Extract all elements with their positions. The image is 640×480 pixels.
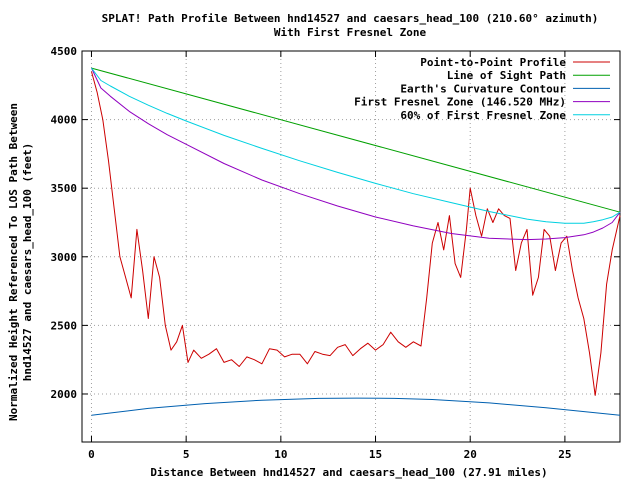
y-tick-label: 4500 bbox=[51, 45, 78, 58]
y-tick-label: 2000 bbox=[51, 388, 78, 401]
legend-label: First Fresnel Zone (146.520 MHz) bbox=[354, 96, 566, 109]
y-tick-label: 4000 bbox=[51, 114, 78, 127]
chart-title-line1: SPLAT! Path Profile Between hnd14527 and… bbox=[102, 12, 599, 25]
y-axis-label-line2: hnd14527 and caesars_head_100 (feet) bbox=[21, 143, 34, 381]
y-axis-label-line1: Normalized Height Referenced To LOS Path… bbox=[7, 103, 20, 421]
y-tick-label: 2500 bbox=[51, 319, 78, 332]
x-tick-label: 20 bbox=[464, 448, 477, 461]
series-line-earth-s-curvature-contour bbox=[91, 397, 621, 416]
x-tick-label: 10 bbox=[274, 448, 287, 461]
legend-label: Point-to-Point Profile bbox=[420, 56, 566, 69]
legend-label: 60% of First Fresnel Zone bbox=[400, 109, 566, 122]
series-line-line-of-sight-path bbox=[91, 67, 621, 213]
x-tick-label: 5 bbox=[183, 448, 190, 461]
x-tick-label: 25 bbox=[558, 448, 571, 461]
x-axis-label: Distance Between hnd14527 and caesars_he… bbox=[150, 466, 547, 479]
y-tick-label: 3000 bbox=[51, 251, 78, 264]
x-tick-label: 0 bbox=[88, 448, 95, 461]
chart-title-line2: With First Fresnel Zone bbox=[274, 26, 427, 39]
legend-label: Line of Sight Path bbox=[447, 69, 566, 82]
plot-border bbox=[81, 50, 621, 443]
series-group bbox=[91, 67, 621, 416]
axes: 0 5 10 15 20 25 2000 2500 3000 3500 4000 4500 bbox=[51, 45, 621, 461]
legend-label: Earth's Curvature Contour bbox=[400, 82, 566, 95]
x-tick-label: 15 bbox=[369, 448, 382, 461]
y-tick-label: 3500 bbox=[51, 182, 78, 195]
series-line-point-to-point-profile bbox=[91, 71, 621, 396]
series-line-60-of-first-fresnel-zone bbox=[91, 67, 621, 224]
series-line-first-fresnel-zone-146-520-mhz bbox=[91, 67, 621, 241]
